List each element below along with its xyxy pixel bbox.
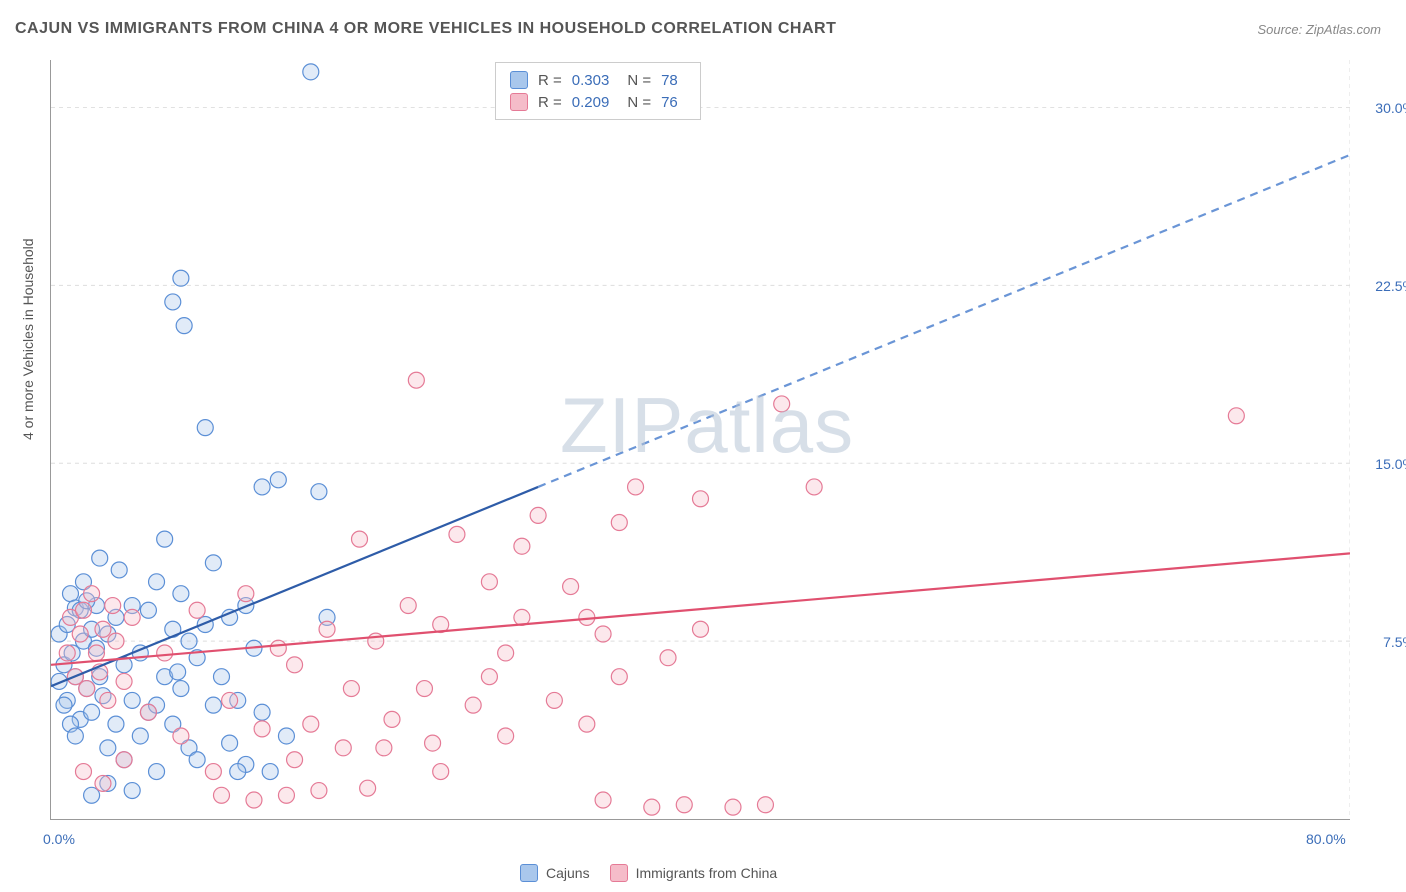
legend-label-series1: Cajuns (546, 865, 590, 881)
swatch-series2 (510, 93, 528, 111)
bottom-legend: Cajuns Immigrants from China (520, 864, 777, 882)
swatch-series1 (510, 71, 528, 89)
x-tick-label: 80.0% (1306, 831, 1346, 847)
legend-item-series1: Cajuns (520, 864, 590, 882)
y-axis-label: 4 or more Vehicles in Household (20, 238, 36, 440)
chart-title: CAJUN VS IMMIGRANTS FROM CHINA 4 OR MORE… (15, 20, 836, 38)
correlation-chart: CAJUN VS IMMIGRANTS FROM CHINA 4 OR MORE… (0, 0, 1406, 892)
y-tick-label: 30.0% (1375, 100, 1406, 116)
swatch-bottom-series1 (520, 864, 538, 882)
y-tick-label: 22.5% (1375, 278, 1406, 294)
stats-row-series2: R = 0.209 N = 76 (510, 91, 686, 113)
n-value-series2: 76 (661, 94, 678, 111)
r-value-series1: 0.303 (572, 72, 610, 89)
y-tick-label: 15.0% (1375, 456, 1406, 472)
legend-item-series2: Immigrants from China (610, 864, 778, 882)
source-attribution: Source: ZipAtlas.com (1257, 22, 1381, 37)
x-tick-label: 0.0% (43, 831, 75, 847)
plot-area: 7.5%15.0%22.5%30.0%0.0%80.0% (50, 60, 1350, 820)
stats-row-series1: R = 0.303 N = 78 (510, 69, 686, 91)
stats-legend-box: R = 0.303 N = 78 R = 0.209 N = 76 (495, 62, 701, 120)
legend-label-series2: Immigrants from China (636, 865, 778, 881)
n-value-series1: 78 (661, 72, 678, 89)
r-value-series2: 0.209 (572, 94, 610, 111)
y-tick-label: 7.5% (1383, 634, 1406, 650)
plot-svg (51, 60, 1350, 819)
swatch-bottom-series2 (610, 864, 628, 882)
